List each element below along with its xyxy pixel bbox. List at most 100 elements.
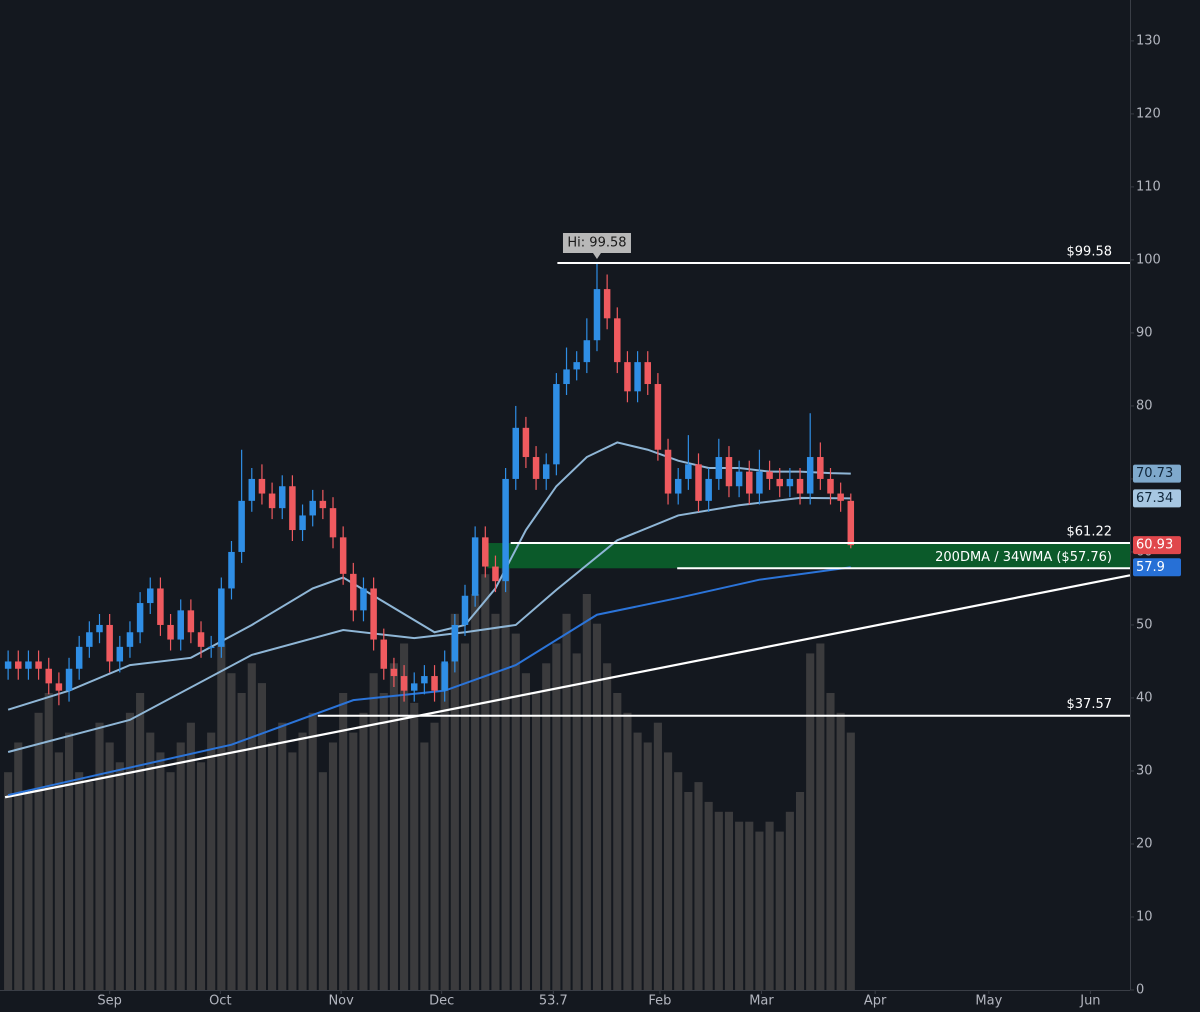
candle-body (339, 537, 347, 574)
volume-bar (146, 732, 155, 990)
y-tick-label: 40 (1136, 690, 1153, 705)
volume-bar (501, 544, 510, 990)
annotation-text: Hi: 99.58 (567, 235, 626, 250)
candle-body (512, 427, 520, 479)
candle-body (15, 661, 22, 669)
candle-body (674, 478, 682, 494)
volume-bar (400, 643, 409, 990)
volume-bar (440, 663, 449, 990)
x-tick-label: Apr (864, 994, 887, 1009)
volume-bar (481, 574, 490, 990)
candle-body (35, 661, 42, 669)
volume-bar (328, 742, 338, 990)
candle-body (654, 384, 662, 450)
candle-body (400, 676, 408, 691)
candle-body (329, 508, 337, 538)
candle-body (390, 668, 398, 677)
candle-body (228, 551, 235, 589)
candle-body (725, 457, 733, 487)
moving-average (7, 496, 851, 753)
volume-bar (257, 683, 267, 990)
x-tick-label: Oct (209, 994, 231, 1009)
candle-body (806, 457, 814, 494)
volume-bar (816, 643, 825, 990)
volume-bar (125, 712, 135, 990)
y-tick-label: 110 (1136, 179, 1161, 194)
price-tag-label: 70.73 (1136, 466, 1173, 481)
candle-body (705, 478, 712, 501)
volume-bar (268, 742, 277, 990)
price-tag (1133, 489, 1181, 508)
volume-bar (765, 821, 774, 990)
candle-body (86, 632, 93, 647)
candle-body (603, 289, 611, 319)
candle-body (289, 486, 296, 531)
y-tick-label: 30 (1136, 763, 1153, 778)
volume-bar (207, 732, 216, 990)
volume-bar (532, 693, 541, 990)
volume-bar (775, 831, 784, 990)
volume-bar (684, 792, 693, 990)
candle-body (563, 369, 570, 385)
volume-bar (176, 742, 185, 990)
volume-bar (34, 712, 43, 990)
volume-bar (572, 653, 581, 990)
volume-bar (389, 663, 398, 990)
candle-body (532, 457, 540, 479)
moving-average (7, 566, 851, 797)
volume-bar (836, 712, 845, 990)
volume-bar (64, 732, 74, 990)
candle-body (278, 486, 286, 509)
candle-body (614, 318, 621, 363)
candle-body (461, 595, 469, 625)
candle-body (96, 624, 103, 633)
volume-bar (521, 673, 530, 990)
price-tag (1133, 558, 1181, 577)
volume-bar (643, 742, 652, 990)
candle-body (380, 639, 388, 669)
y-tick-label: 130 (1136, 33, 1161, 48)
candle-body (553, 384, 560, 465)
candle-body (4, 661, 12, 669)
volume-bar (552, 643, 561, 990)
candle-body (309, 500, 316, 516)
volume-bar (613, 693, 622, 990)
volume-bar (349, 732, 358, 990)
candle-body (350, 573, 357, 611)
candle-body (65, 668, 73, 691)
volume-bar (75, 772, 84, 990)
volume-bar (227, 673, 236, 990)
candle-body (482, 537, 489, 567)
candle-body (796, 478, 804, 494)
volume-bar (603, 663, 612, 990)
y-tick-label: 90 (1136, 325, 1153, 340)
annotation-bubble (562, 232, 631, 259)
candle-body (837, 493, 844, 501)
y-tick-label: 10 (1136, 909, 1153, 924)
candle-body (238, 500, 245, 552)
candle-body (451, 624, 459, 662)
volume-bar (745, 821, 754, 990)
volume-bar (491, 613, 500, 990)
candle-body (197, 632, 205, 647)
volume-bar (136, 693, 145, 990)
candle-body (502, 478, 509, 582)
candle-body (268, 493, 276, 509)
candle-body (218, 588, 225, 647)
volume-bar (592, 623, 602, 990)
y-tick-label: 80 (1136, 398, 1153, 413)
volume-bar (298, 732, 307, 990)
candle-body (207, 646, 215, 649)
candle-body (644, 362, 651, 385)
candle-body (583, 340, 591, 363)
price-tag-label: 57.9 (1136, 560, 1165, 575)
y-tick-label: 120 (1136, 106, 1161, 121)
candle-body (715, 457, 723, 479)
volume-bar (369, 673, 378, 990)
x-tick-label: Mar (749, 994, 774, 1009)
y-tick-label: 0 (1136, 983, 1144, 998)
x-tick-label: Nov (328, 994, 354, 1009)
volume-bar (826, 693, 835, 990)
y-tick-label: 100 (1136, 252, 1161, 267)
